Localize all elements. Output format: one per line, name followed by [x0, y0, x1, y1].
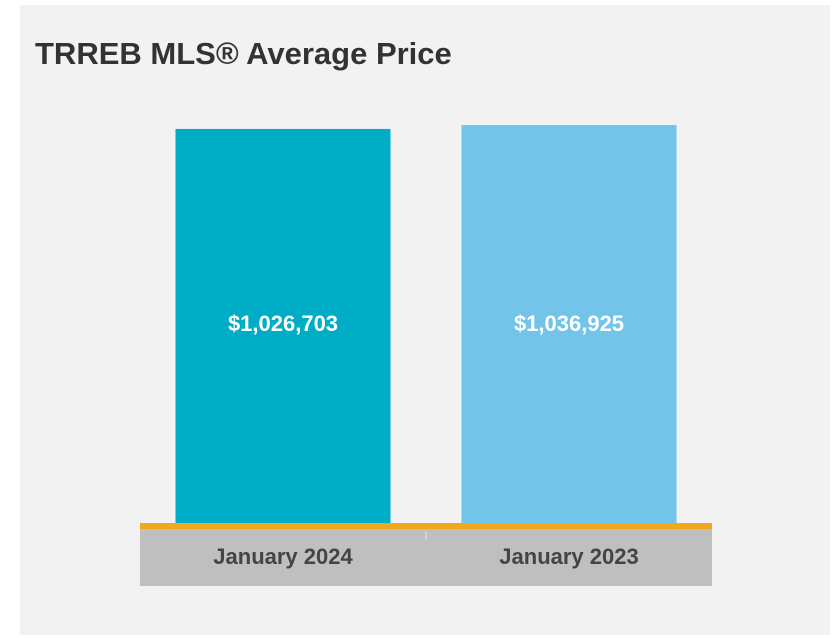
chart-title: TRREB MLS® Average Price	[35, 36, 452, 71]
value-label: $1,036,925	[514, 311, 624, 336]
x-tick-label: January 2023	[499, 544, 638, 569]
bar	[175, 128, 391, 528]
x-tick-label: January 2024	[213, 544, 353, 569]
baseline	[140, 523, 712, 529]
value-label: $1,026,703	[228, 311, 338, 336]
bar	[461, 125, 677, 527]
